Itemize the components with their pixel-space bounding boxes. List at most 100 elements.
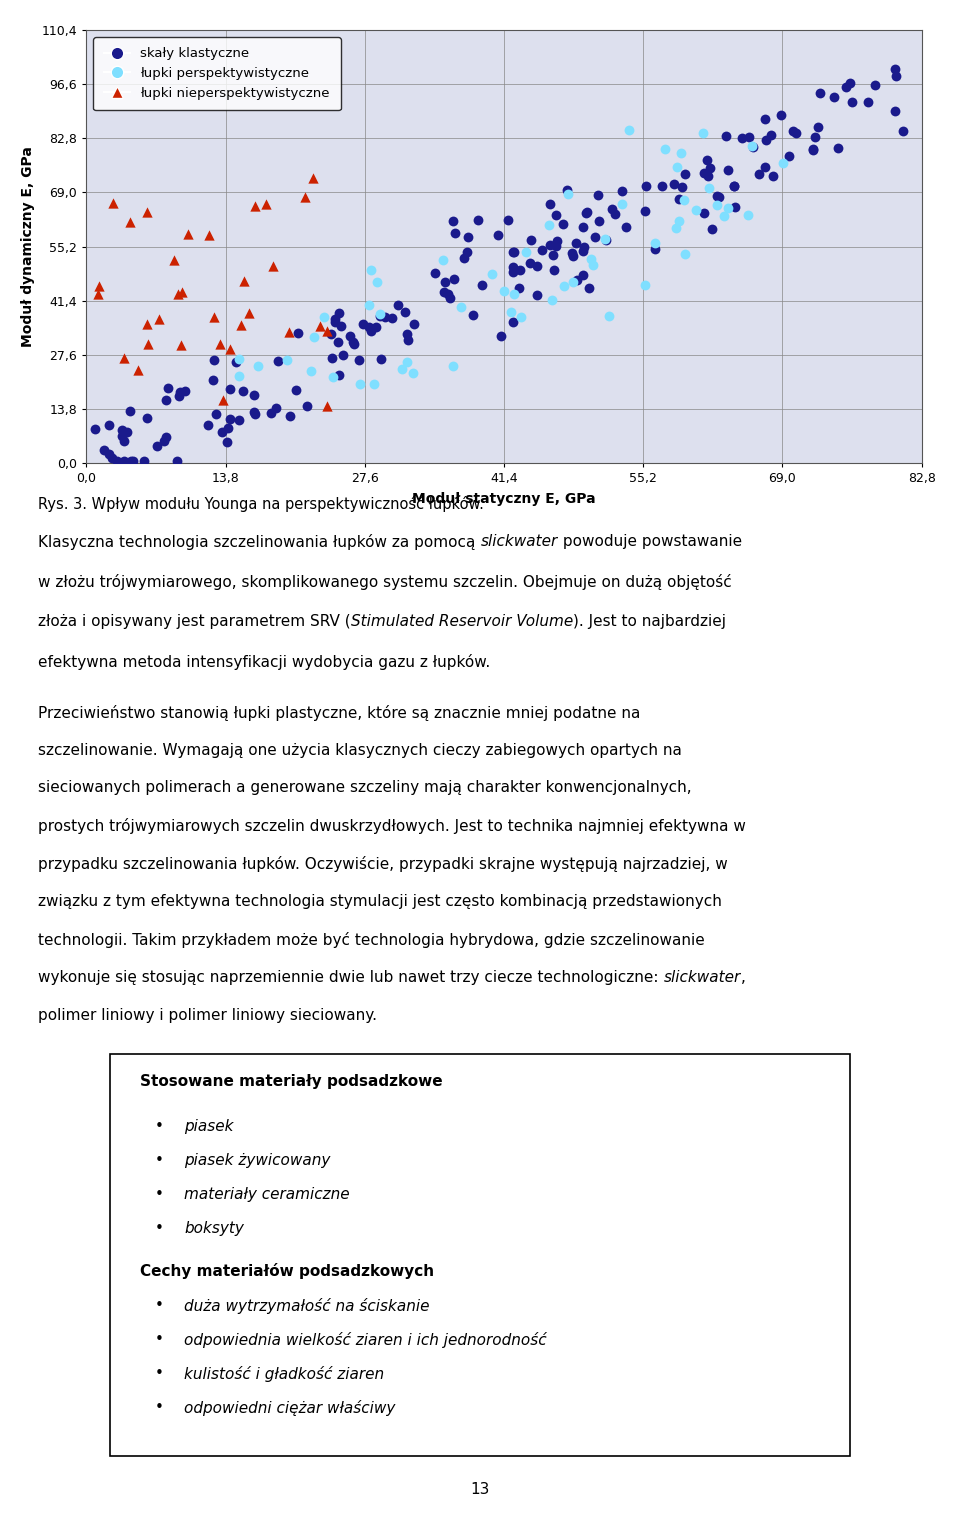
- Point: [696, 161, 711, 185]
- Point: [324, 322, 339, 346]
- Text: •: •: [155, 1221, 163, 1236]
- Point: [443, 285, 458, 309]
- Point: [647, 231, 662, 255]
- Text: polimer liniowy i polimer liniowy sieciowany.: polimer liniowy i polimer liniowy siecio…: [38, 1009, 377, 1022]
- Point: [124, 449, 139, 473]
- Point: [369, 316, 384, 340]
- Point: [327, 309, 343, 334]
- Point: [346, 329, 361, 353]
- Point: [505, 240, 520, 264]
- Point: [372, 303, 388, 328]
- Point: [578, 200, 593, 225]
- Point: [114, 423, 130, 448]
- Point: [170, 449, 185, 473]
- Point: [845, 90, 860, 114]
- Point: [180, 221, 196, 246]
- Point: [241, 302, 256, 326]
- Point: [205, 369, 221, 393]
- Point: [637, 273, 653, 297]
- Point: [506, 240, 521, 264]
- Point: [87, 417, 103, 441]
- Point: [513, 258, 528, 282]
- Text: slickwater: slickwater: [481, 534, 558, 549]
- Point: [291, 320, 306, 344]
- Point: [605, 197, 620, 221]
- Point: [788, 121, 804, 146]
- Point: [281, 320, 297, 344]
- Point: [335, 343, 350, 367]
- Point: [675, 176, 690, 200]
- Point: [720, 158, 735, 182]
- Text: ,: ,: [741, 971, 746, 985]
- X-axis label: Moduł statyczny E, GPa: Moduł statyczny E, GPa: [412, 492, 596, 505]
- Text: piasek żywicowany: piasek żywicowany: [184, 1153, 330, 1168]
- Point: [105, 446, 120, 470]
- Text: odpowiedni ciężar właściwy: odpowiedni ciężar właściwy: [184, 1400, 396, 1415]
- Point: [105, 191, 120, 215]
- Point: [215, 420, 230, 444]
- Point: [702, 176, 717, 200]
- Text: efektywna metoda intensyfikacji wydobycia gazu z łupków.: efektywna metoda intensyfikacji wydobyci…: [38, 654, 491, 669]
- Point: [351, 349, 367, 373]
- Point: [607, 202, 622, 226]
- Point: [555, 212, 570, 237]
- Text: odpowiednia wielkość ziaren i ich jednorodność: odpowiednia wielkość ziaren i ich jednor…: [184, 1332, 547, 1347]
- Point: [541, 214, 557, 238]
- Point: [427, 261, 443, 285]
- Point: [213, 332, 228, 356]
- Point: [669, 155, 684, 179]
- Point: [699, 149, 714, 173]
- Point: [264, 400, 279, 425]
- Point: [436, 281, 451, 305]
- Point: [364, 258, 379, 282]
- Point: [122, 399, 137, 423]
- Point: [614, 179, 630, 203]
- Point: [575, 238, 590, 262]
- Point: [444, 353, 460, 378]
- Point: [726, 174, 741, 199]
- Point: [156, 429, 172, 454]
- Text: duża wytrzymałość na ściskanie: duża wytrzymałość na ściskanie: [184, 1297, 430, 1314]
- Point: [215, 387, 230, 411]
- Point: [406, 311, 421, 335]
- Point: [746, 135, 761, 159]
- Point: [231, 347, 247, 372]
- Point: [860, 90, 876, 114]
- Point: [830, 135, 846, 159]
- Text: prostych trójwymiarowych szczelin dwuskrzydłowych. Jest to technika najmniej efe: prostych trójwymiarowych szczelin dwuskr…: [38, 819, 746, 834]
- Point: [101, 441, 116, 466]
- Point: [306, 325, 322, 349]
- Point: [671, 209, 686, 234]
- Point: [826, 85, 841, 109]
- Point: [559, 179, 574, 203]
- Point: [500, 208, 516, 232]
- Point: [136, 449, 152, 473]
- Text: •: •: [155, 1332, 163, 1347]
- Text: slickwater: slickwater: [663, 971, 741, 985]
- Point: [518, 240, 534, 264]
- Point: [591, 209, 607, 234]
- Point: [812, 82, 828, 106]
- Point: [523, 228, 539, 252]
- Point: [270, 349, 285, 373]
- Point: [331, 300, 347, 325]
- Point: [221, 416, 236, 440]
- Text: wykonuje się stosując naprzemiennie dwie lub nawet trzy ciecze technologiczne:: wykonuje się stosując naprzemiennie dwie…: [38, 971, 663, 985]
- Point: [695, 121, 710, 146]
- Point: [435, 247, 450, 272]
- Point: [621, 118, 636, 143]
- Point: [676, 188, 691, 212]
- Point: [718, 124, 733, 149]
- Point: [601, 303, 616, 328]
- Point: [230, 408, 246, 432]
- Point: [728, 196, 743, 220]
- Point: [583, 247, 598, 272]
- Point: [305, 167, 321, 191]
- Point: [575, 262, 590, 287]
- Point: [503, 300, 518, 325]
- Point: [716, 203, 732, 228]
- Point: [671, 187, 686, 211]
- Point: [109, 449, 125, 473]
- Point: [269, 396, 284, 420]
- Point: [125, 449, 140, 473]
